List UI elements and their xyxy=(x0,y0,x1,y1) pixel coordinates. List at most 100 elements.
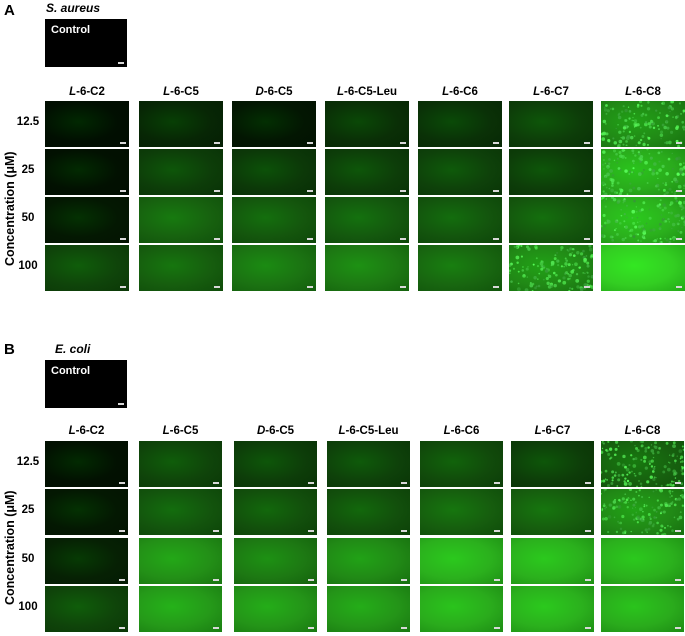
panel-b-micrograph-tile xyxy=(45,489,128,535)
stereo-prefix: L xyxy=(68,425,76,437)
panel-a-micrograph-tile xyxy=(601,101,685,147)
panel-a-micrograph-tile xyxy=(418,149,502,195)
stereo-prefix: L xyxy=(443,425,451,437)
scale-bar xyxy=(119,579,125,581)
panel-a-micrograph-tile xyxy=(45,149,129,195)
compound-suffix: -6-C2 xyxy=(76,86,105,98)
scale-bar xyxy=(308,530,314,532)
panel-b-concentration-label: 50 xyxy=(21,553,35,565)
compound-suffix: -6-C2 xyxy=(75,425,105,437)
scale-bar xyxy=(494,530,500,532)
panel-b-micrograph-tile xyxy=(420,489,503,535)
scale-bar xyxy=(307,286,313,288)
stereo-prefix: L xyxy=(533,86,541,98)
scale-bar xyxy=(676,190,682,192)
panel-a-micrograph-tile xyxy=(45,197,129,243)
panel-a-micrograph-tile xyxy=(601,245,685,291)
panel-a-micrograph-tile xyxy=(325,245,409,291)
panel-b-organism: E. coli xyxy=(55,342,91,356)
scale-bar xyxy=(493,142,499,144)
panel-a-micrograph-tile xyxy=(232,149,316,195)
panel-b-micrograph-tile xyxy=(511,489,594,535)
panel-b-micrograph-tile xyxy=(511,538,594,584)
panel-b-micrograph-tile xyxy=(601,441,684,487)
scale-bar xyxy=(584,286,590,288)
scale-bar xyxy=(675,482,681,484)
scale-bar xyxy=(676,142,682,144)
panel-a-concentration-label: 100 xyxy=(18,260,38,272)
panel-a-micrograph-tile xyxy=(418,245,502,291)
panel-b-micrograph-tile xyxy=(234,586,317,632)
panel-a-micrograph-tile xyxy=(509,197,593,243)
compound-suffix: -6-C7 xyxy=(541,425,571,437)
scale-bar xyxy=(213,579,219,581)
scale-bar xyxy=(307,238,313,240)
scale-bar xyxy=(401,530,407,532)
panel-a-micrograph-tile xyxy=(509,149,593,195)
panel-a-micrograph-tile xyxy=(601,197,685,243)
panel-b-micrograph-tile xyxy=(139,489,222,535)
stereo-prefix: L xyxy=(69,86,77,98)
stereo-prefix: L xyxy=(442,86,450,98)
panel-a-letter: A xyxy=(4,2,15,19)
panel-a-micrograph-tile xyxy=(139,149,223,195)
scale-bar xyxy=(214,142,220,144)
panel-b-micrograph-tile xyxy=(45,538,128,584)
panel-b-micrograph-tile xyxy=(327,441,410,487)
panel-a-column-header: D-6-C5 xyxy=(232,86,316,98)
panel-a-micrograph-tile xyxy=(418,101,502,147)
compound-suffix: -6-C6 xyxy=(449,86,478,98)
panel-b-micrograph-tile xyxy=(139,441,222,487)
panel-a-column-header: L-6-C6 xyxy=(418,86,502,98)
panel-a-concentration-label: 25 xyxy=(21,164,35,176)
stereo-prefix: L xyxy=(624,425,632,437)
scale-bar xyxy=(584,142,590,144)
compound-suffix: -6-C5-Leu xyxy=(345,425,399,437)
scale-bar xyxy=(400,190,406,192)
panel-a-control-image: Control xyxy=(45,19,127,67)
panel-b-micrograph-tile xyxy=(420,586,503,632)
scale-bar xyxy=(308,482,314,484)
panel-a-column-header: L-6-C2 xyxy=(45,86,129,98)
scale-bar xyxy=(585,530,591,532)
panel-a-micrograph-tile xyxy=(325,101,409,147)
scale-bar xyxy=(214,238,220,240)
stereo-prefix: D xyxy=(256,425,266,437)
scale-bar xyxy=(308,579,314,581)
panel-a-micrograph-tile xyxy=(418,197,502,243)
compound-suffix: -6-C5 xyxy=(170,86,199,98)
panel-a-column-header: L-6-C8 xyxy=(601,86,685,98)
panel-b-micrograph-tile xyxy=(601,586,684,632)
scale-bar xyxy=(400,238,406,240)
panel-a-micrograph-tile xyxy=(232,197,316,243)
panel-b-column-header: L-6-C5-Leu xyxy=(327,425,410,437)
scale-bar xyxy=(120,286,126,288)
panel-b-micrograph-tile xyxy=(45,441,128,487)
scale-bar xyxy=(494,627,500,629)
scale-bar xyxy=(675,579,681,581)
panel-a-column-header: L-6-C7 xyxy=(509,86,593,98)
compound-suffix: -6-C6 xyxy=(450,425,480,437)
panel-b-column-header: L-6-C6 xyxy=(420,425,503,437)
scale-bar xyxy=(676,238,682,240)
panel-a-column-header: L-6-C5 xyxy=(139,86,223,98)
panel-b-column-header: D-6-C5 xyxy=(234,425,317,437)
panel-b-micrograph-tile xyxy=(420,538,503,584)
panel-b-micrograph-tile xyxy=(327,586,410,632)
scale-bar xyxy=(213,482,219,484)
panel-b-concentration-label: 12.5 xyxy=(16,456,40,468)
scale-bar xyxy=(585,627,591,629)
stereo-prefix: L xyxy=(625,86,633,98)
scale-bar xyxy=(308,627,314,629)
panel-a-organism: S. aureus xyxy=(46,1,101,15)
panel-b-micrograph-tile xyxy=(234,441,317,487)
panel-a-micrograph-tile xyxy=(139,197,223,243)
panel-b-column-header: L-6-C8 xyxy=(601,425,684,437)
scale-bar xyxy=(493,190,499,192)
scale-bar xyxy=(119,627,125,629)
scale-bar xyxy=(307,142,313,144)
stereo-prefix: L xyxy=(336,86,344,98)
panel-a-micrograph-tile xyxy=(325,197,409,243)
panel-b-micrograph-tile xyxy=(511,441,594,487)
scale-bar xyxy=(584,190,590,192)
